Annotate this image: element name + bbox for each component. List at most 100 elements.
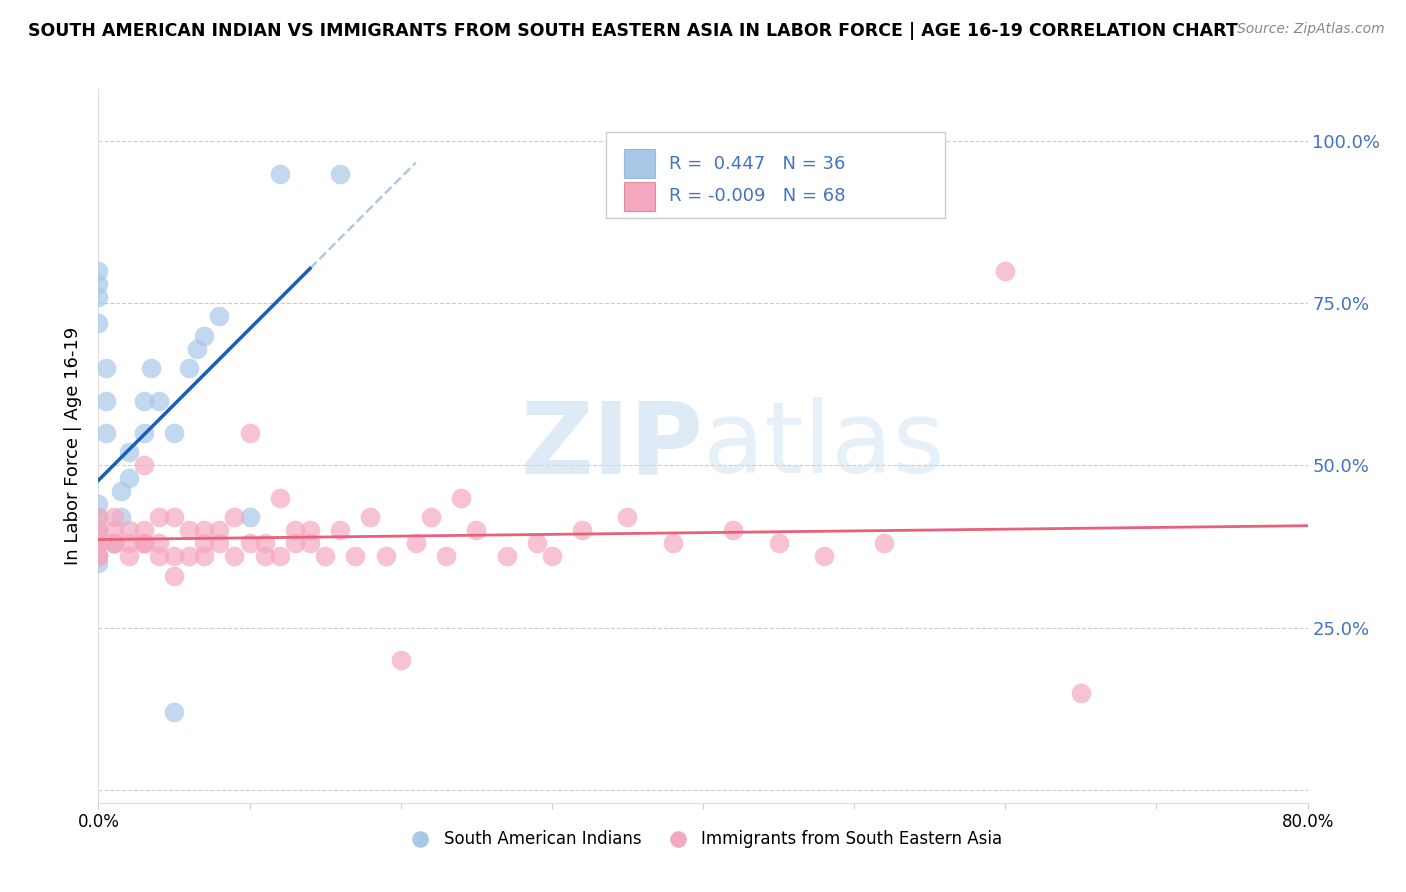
Point [405, 536, 427, 550]
Point [148, 393, 170, 408]
Point [1070, 685, 1092, 699]
Point [132, 536, 155, 550]
Point [118, 536, 141, 550]
Point [87, 536, 110, 550]
Text: Source: ZipAtlas.com: Source: ZipAtlas.com [1237, 22, 1385, 37]
Point [994, 264, 1017, 278]
Y-axis label: In Labor Force | Age 16-19: In Labor Force | Age 16-19 [65, 326, 83, 566]
Point [186, 342, 208, 356]
Point [540, 549, 562, 564]
Point [239, 425, 262, 440]
Point [526, 536, 548, 550]
Point [374, 549, 396, 564]
Point [224, 549, 246, 564]
Point [495, 549, 517, 564]
Point [434, 549, 457, 564]
Point [87, 316, 110, 330]
Point [132, 536, 155, 550]
Point [87, 524, 110, 538]
Point [148, 536, 170, 550]
Point [239, 510, 262, 524]
Point [103, 536, 125, 550]
Point [87, 510, 110, 524]
Point [224, 510, 246, 524]
Point [299, 536, 322, 550]
Point [208, 310, 231, 324]
Point [103, 536, 125, 550]
Legend: South American Indians, Immigrants from South Eastern Asia: South American Indians, Immigrants from … [396, 824, 1010, 855]
Point [132, 536, 155, 550]
Point [103, 524, 125, 538]
Point [87, 524, 110, 538]
Point [118, 524, 141, 538]
Point [103, 536, 125, 550]
Point [723, 524, 745, 538]
Point [118, 445, 141, 459]
Point [163, 568, 186, 582]
Point [148, 549, 170, 564]
Point [269, 549, 291, 564]
Point [87, 536, 110, 550]
Text: atlas: atlas [703, 398, 945, 494]
Text: SOUTH AMERICAN INDIAN VS IMMIGRANTS FROM SOUTH EASTERN ASIA IN LABOR FORCE | AGE: SOUTH AMERICAN INDIAN VS IMMIGRANTS FROM… [28, 22, 1237, 40]
Point [208, 524, 231, 538]
Point [94, 393, 117, 408]
Point [193, 549, 215, 564]
Point [87, 510, 110, 524]
Point [208, 536, 231, 550]
Point [87, 264, 110, 278]
Point [141, 361, 163, 376]
Point [132, 425, 155, 440]
Point [284, 524, 307, 538]
Point [163, 425, 186, 440]
Point [87, 536, 110, 550]
Point [87, 556, 110, 570]
Point [329, 167, 352, 181]
Point [94, 425, 117, 440]
Point [87, 549, 110, 564]
Point [360, 510, 382, 524]
FancyBboxPatch shape [606, 132, 945, 218]
Point [179, 549, 201, 564]
Point [87, 536, 110, 550]
Point [661, 536, 683, 550]
Point [616, 510, 638, 524]
Point [87, 524, 110, 538]
Point [193, 536, 215, 550]
Point [103, 536, 125, 550]
Point [87, 536, 110, 550]
Point [179, 524, 201, 538]
Point [329, 524, 352, 538]
Text: R =  0.447   N = 36: R = 0.447 N = 36 [669, 154, 845, 173]
Point [87, 277, 110, 291]
Point [87, 549, 110, 564]
Point [239, 536, 262, 550]
Point [389, 653, 412, 667]
Point [465, 524, 488, 538]
Point [314, 549, 336, 564]
Point [873, 536, 896, 550]
Point [110, 510, 132, 524]
Point [813, 549, 835, 564]
Point [269, 491, 291, 505]
Point [253, 536, 276, 550]
Point [193, 524, 215, 538]
Point [253, 549, 276, 564]
Point [110, 484, 132, 499]
Bar [624, 182, 655, 211]
Point [103, 536, 125, 550]
Point [118, 549, 141, 564]
Point [420, 510, 443, 524]
Point [132, 524, 155, 538]
Point [94, 361, 117, 376]
Point [179, 361, 201, 376]
Point [284, 536, 307, 550]
Point [193, 328, 215, 343]
Bar [624, 150, 655, 178]
Point [768, 536, 790, 550]
Point [118, 471, 141, 485]
Text: R = -0.009   N = 68: R = -0.009 N = 68 [669, 187, 845, 205]
Point [344, 549, 367, 564]
Point [269, 167, 291, 181]
Point [450, 491, 472, 505]
